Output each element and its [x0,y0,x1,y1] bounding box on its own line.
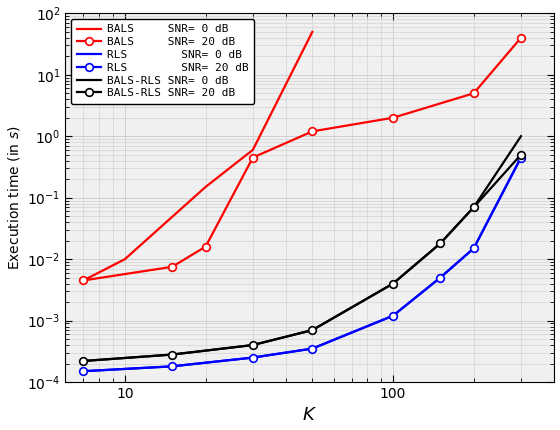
X-axis label: $K$: $K$ [302,406,318,424]
BALS     SNR= 0 dB [309,29,316,34]
BALS     SNR= 0 dB [202,184,209,190]
BALS-RLS SNR= 20 dB [517,152,524,157]
BALS-RLS SNR= 0 dB [250,342,256,347]
BALS-RLS SNR= 20 dB [80,359,87,364]
BALS-RLS SNR= 0 dB [390,281,396,286]
BALS     SNR= 0 dB [122,257,128,262]
RLS        SNR= 20 dB [80,369,87,374]
Y-axis label: Execution time (in $s$): Execution time (in $s$) [6,126,21,270]
RLS        SNR= 20 dB [250,355,256,360]
RLS        SNR= 0 dB [470,246,477,251]
BALS-RLS SNR= 0 dB [169,352,175,357]
RLS        SNR= 20 dB [169,364,175,369]
BALS     SNR= 20 dB [202,244,209,249]
BALS-RLS SNR= 0 dB [517,134,524,139]
RLS        SNR= 0 dB [390,313,396,318]
Line: BALS     SNR= 0 dB: BALS SNR= 0 dB [83,32,312,280]
RLS        SNR= 20 dB [470,246,477,251]
RLS        SNR= 20 dB [309,346,316,351]
BALS     SNR= 0 dB [80,278,87,283]
RLS        SNR= 0 dB [169,364,175,369]
BALS-RLS SNR= 20 dB [169,352,175,357]
RLS        SNR= 0 dB [250,355,256,360]
BALS-RLS SNR= 0 dB [437,241,444,246]
BALS-RLS SNR= 20 dB [470,205,477,210]
BALS-RLS SNR= 0 dB [470,205,477,210]
BALS     SNR= 20 dB [470,91,477,96]
Line: BALS-RLS SNR= 20 dB: BALS-RLS SNR= 20 dB [80,151,525,365]
RLS        SNR= 20 dB [437,275,444,280]
BALS-RLS SNR= 0 dB [309,328,316,333]
BALS     SNR= 20 dB [517,35,524,40]
RLS        SNR= 0 dB [517,155,524,160]
BALS     SNR= 20 dB [250,155,256,160]
BALS     SNR= 20 dB [80,278,87,283]
RLS        SNR= 20 dB [517,155,524,160]
RLS        SNR= 0 dB [437,275,444,280]
BALS     SNR= 0 dB [250,147,256,153]
RLS        SNR= 20 dB [390,313,396,318]
BALS-RLS SNR= 20 dB [390,281,396,286]
Line: RLS        SNR= 0 dB: RLS SNR= 0 dB [83,157,521,371]
Legend: BALS     SNR= 0 dB, BALS     SNR= 20 dB, RLS        SNR= 0 dB, RLS        SNR= 2: BALS SNR= 0 dB, BALS SNR= 20 dB, RLS SNR… [71,19,254,104]
BALS-RLS SNR= 20 dB [437,241,444,246]
BALS-RLS SNR= 20 dB [250,342,256,347]
BALS     SNR= 20 dB [309,129,316,134]
BALS     SNR= 20 dB [169,264,175,269]
Line: BALS-RLS SNR= 0 dB: BALS-RLS SNR= 0 dB [83,136,521,361]
Line: RLS        SNR= 20 dB: RLS SNR= 20 dB [80,154,525,375]
BALS-RLS SNR= 0 dB [80,359,87,364]
RLS        SNR= 0 dB [309,346,316,351]
BALS-RLS SNR= 20 dB [309,328,316,333]
RLS        SNR= 0 dB [80,369,87,374]
BALS     SNR= 20 dB [390,115,396,120]
Line: BALS     SNR= 20 dB: BALS SNR= 20 dB [80,34,525,284]
